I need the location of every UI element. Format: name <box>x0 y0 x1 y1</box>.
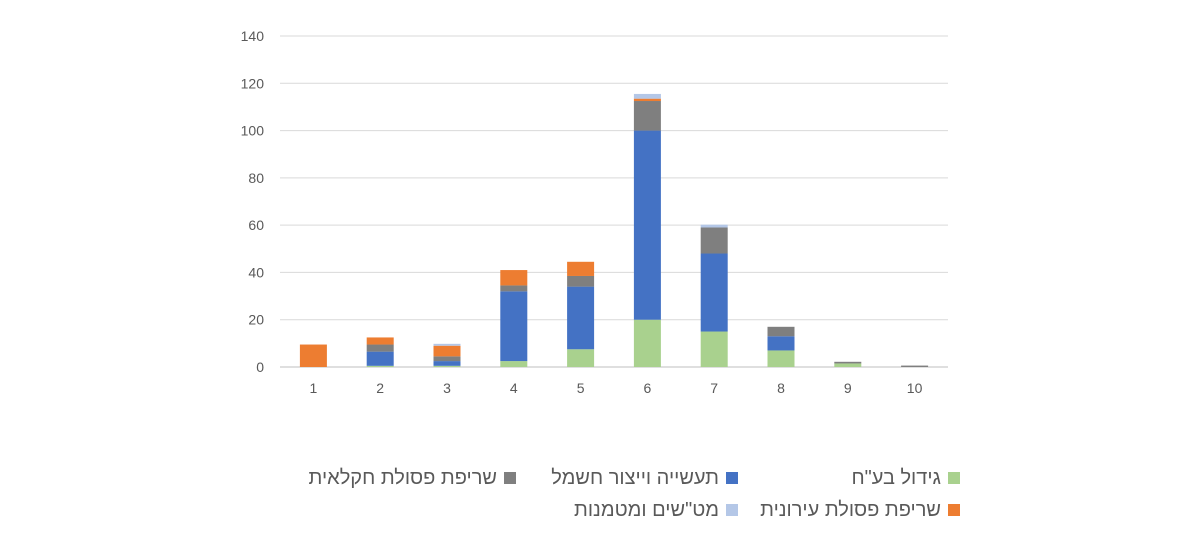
gridlines <box>280 35 948 368</box>
x-tick-label: 8 <box>777 380 785 396</box>
bar-segment <box>500 361 528 367</box>
x-tick-label: 1 <box>310 380 318 396</box>
legend-swatch-urban-burning <box>948 504 960 516</box>
legend-row-2: שריפת פסולת עירונית מט"שים ומטמנות <box>240 494 960 526</box>
legend-label-livestock: גידול בע"ח <box>851 466 941 489</box>
y-tick-label: 80 <box>248 170 264 186</box>
bar-segment <box>567 275 595 287</box>
bar-segment <box>433 343 461 346</box>
bar-segment <box>500 285 528 292</box>
y-tick-label: 60 <box>248 217 264 233</box>
bar-segment <box>767 326 795 337</box>
stacked-bar-chart: 0 20 40 60 80 100 120 140 1 2 3 4 5 6 7 8 9 10 <box>241 28 948 396</box>
bar-segment <box>767 350 795 367</box>
legend-row-1: גידול בע"ח תעשייה וייצור חשמל שריפת פסול… <box>240 462 960 494</box>
bar-segment <box>700 224 728 228</box>
bar-segment <box>433 361 461 366</box>
legend-item-wastewater-landfills[interactable]: מט"שים ומטמנות <box>516 499 738 522</box>
bar-segment <box>633 319 661 367</box>
bar-segment <box>366 337 394 345</box>
bar-segment <box>700 253 728 332</box>
bars <box>299 93 929 367</box>
bar-segment <box>500 270 528 286</box>
bar-segment <box>633 93 661 99</box>
y-tick-label: 120 <box>241 75 265 91</box>
bar-segment <box>834 363 862 367</box>
x-tick-label: 9 <box>844 380 852 396</box>
y-tick-label: 40 <box>248 264 264 280</box>
bar-segment <box>433 356 461 362</box>
y-tick-label: 20 <box>248 312 264 328</box>
legend-item-livestock[interactable]: גידול בע"ח <box>738 467 960 490</box>
x-tick-label: 3 <box>443 380 451 396</box>
legend-swatch-agri-burning <box>504 472 516 484</box>
legend-item-agri-burning[interactable]: שריפת פסולת חקלאית <box>294 467 516 490</box>
bar-segment <box>834 361 862 364</box>
bar-segment <box>633 101 661 131</box>
legend-item-industry[interactable]: תעשייה וייצור חשמל <box>516 467 738 490</box>
bar-segment <box>366 344 394 352</box>
legend: גידול בע"ח תעשייה וייצור חשמל שריפת פסול… <box>240 462 960 526</box>
bar-segment <box>500 291 528 362</box>
x-tick-label: 10 <box>907 380 923 396</box>
bar-segment <box>633 98 661 102</box>
legend-label-wastewater-landfills: מט"שים ומטמנות <box>574 498 719 521</box>
bar-segment <box>700 227 728 254</box>
bar-segment <box>366 351 394 366</box>
x-tick-label: 4 <box>510 380 518 396</box>
x-tick-label: 6 <box>644 380 652 396</box>
y-tick-label: 0 <box>256 359 264 375</box>
legend-label-industry: תעשייה וייצור חשמל <box>551 466 719 489</box>
x-tick-label: 5 <box>577 380 585 396</box>
bar-segment <box>633 130 661 320</box>
legend-item-urban-burning[interactable]: שריפת פסולת עירונית <box>738 499 960 522</box>
y-axis-ticks: 0 20 40 60 80 100 120 140 <box>241 28 265 375</box>
y-tick-label: 100 <box>241 123 265 139</box>
legend-label-urban-burning: שריפת פסולת עירונית <box>760 498 941 521</box>
bar-segment <box>299 344 327 367</box>
bar-segment <box>767 336 795 351</box>
y-tick-label: 140 <box>241 28 265 44</box>
x-tick-label: 7 <box>710 380 718 396</box>
x-tick-label: 2 <box>376 380 384 396</box>
bar-segment <box>567 261 595 276</box>
legend-swatch-livestock <box>948 472 960 484</box>
bar-segment <box>366 365 394 367</box>
legend-label-agri-burning: שריפת פסולת חקלאית <box>308 466 497 489</box>
bar-segment <box>901 365 929 367</box>
x-axis-ticks: 1 2 3 4 5 6 7 8 9 10 <box>310 380 923 396</box>
legend-swatch-wastewater-landfills <box>726 504 738 516</box>
bar-segment <box>567 286 595 350</box>
bar-segment <box>433 345 461 357</box>
legend-swatch-industry <box>726 472 738 484</box>
bar-segment <box>567 349 595 367</box>
bar-segment <box>700 331 728 367</box>
bar-segment <box>433 365 461 367</box>
